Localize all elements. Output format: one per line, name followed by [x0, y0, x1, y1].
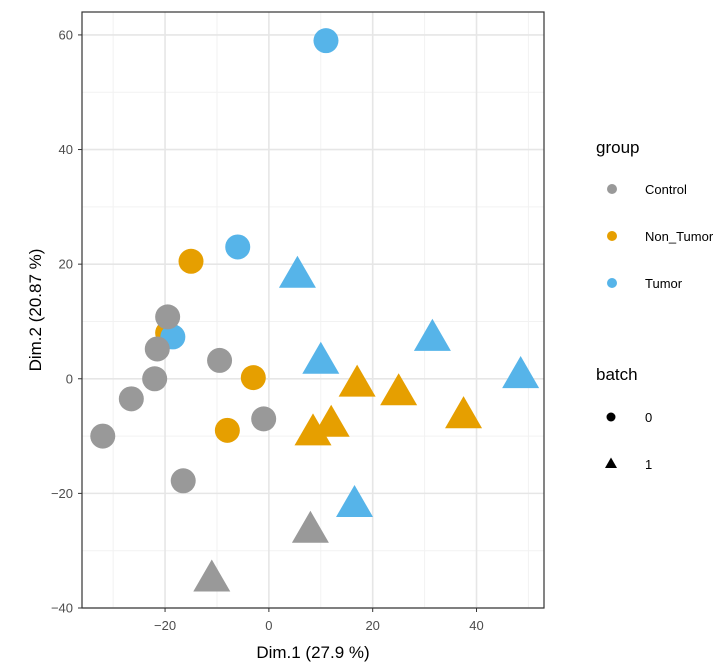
x-tick-label: 0	[265, 618, 272, 633]
data-point-circle	[142, 366, 168, 392]
y-tick-label: −20	[51, 486, 73, 501]
data-point-triangle	[338, 364, 376, 397]
data-point-circle	[155, 304, 181, 330]
data-point-circle	[118, 386, 144, 412]
x-tick-label: 20	[365, 618, 379, 633]
x-tick-label: 40	[469, 618, 483, 633]
data-point-circle	[90, 423, 116, 449]
data-points	[90, 28, 540, 592]
data-point-triangle	[413, 318, 451, 351]
y-tick-label: 0	[66, 371, 73, 386]
plot-panel-border	[81, 11, 545, 609]
y-axis-title: Dim.2 (20.87 %)	[26, 249, 45, 372]
legend-key-batch-triangle	[605, 457, 617, 468]
minor-gridlines	[82, 12, 544, 608]
data-point-circle	[170, 468, 196, 494]
x-axis-ticks: −20 0 20 40	[154, 608, 484, 633]
y-tick-label: 60	[59, 27, 73, 42]
data-point-triangle	[294, 413, 332, 446]
y-tick-label: 40	[59, 142, 73, 157]
data-point-circle	[144, 336, 170, 362]
legend-key-control	[607, 184, 617, 194]
legend-label-non-tumor: Non_Tumor	[645, 229, 714, 244]
batch-legend: batch 0 1	[596, 365, 652, 472]
group-legend: group Control Non_Tumor Tumor	[596, 138, 714, 291]
data-point-triangle	[278, 255, 316, 288]
batch-legend-title: batch	[596, 365, 638, 384]
x-tick-label: −20	[154, 618, 176, 633]
y-tick-label: 20	[59, 257, 73, 272]
data-point-circle	[240, 365, 266, 391]
legend-key-tumor	[607, 278, 617, 288]
data-point-triangle	[445, 396, 483, 429]
x-axis-title: Dim.1 (27.9 %)	[256, 643, 369, 662]
data-point-triangle	[502, 356, 540, 389]
group-legend-title: group	[596, 138, 639, 157]
data-point-triangle	[193, 559, 231, 592]
data-point-triangle	[291, 510, 329, 543]
data-point-triangle	[312, 404, 350, 437]
data-point-triangle	[336, 484, 374, 518]
legend-label-control: Control	[645, 182, 687, 197]
legend-label-tumor: Tumor	[645, 276, 683, 291]
legend-label-batch-1: 1	[645, 457, 652, 472]
y-tick-label: −40	[51, 601, 73, 616]
y-axis-ticks: −40 −20 0 20 40 60	[51, 27, 82, 616]
data-point-triangle	[380, 373, 418, 406]
legend-key-non-tumor	[607, 231, 617, 241]
legend-label-batch-0: 0	[645, 410, 652, 425]
data-point-triangle	[302, 341, 340, 374]
major-gridlines	[82, 12, 544, 609]
data-point-circle	[214, 417, 240, 443]
data-point-circle	[225, 234, 251, 260]
data-point-circle	[313, 28, 339, 54]
data-point-circle	[251, 406, 277, 432]
data-point-circle	[207, 347, 233, 373]
legend-key-batch-circle	[606, 412, 616, 422]
data-point-circle	[178, 248, 204, 274]
